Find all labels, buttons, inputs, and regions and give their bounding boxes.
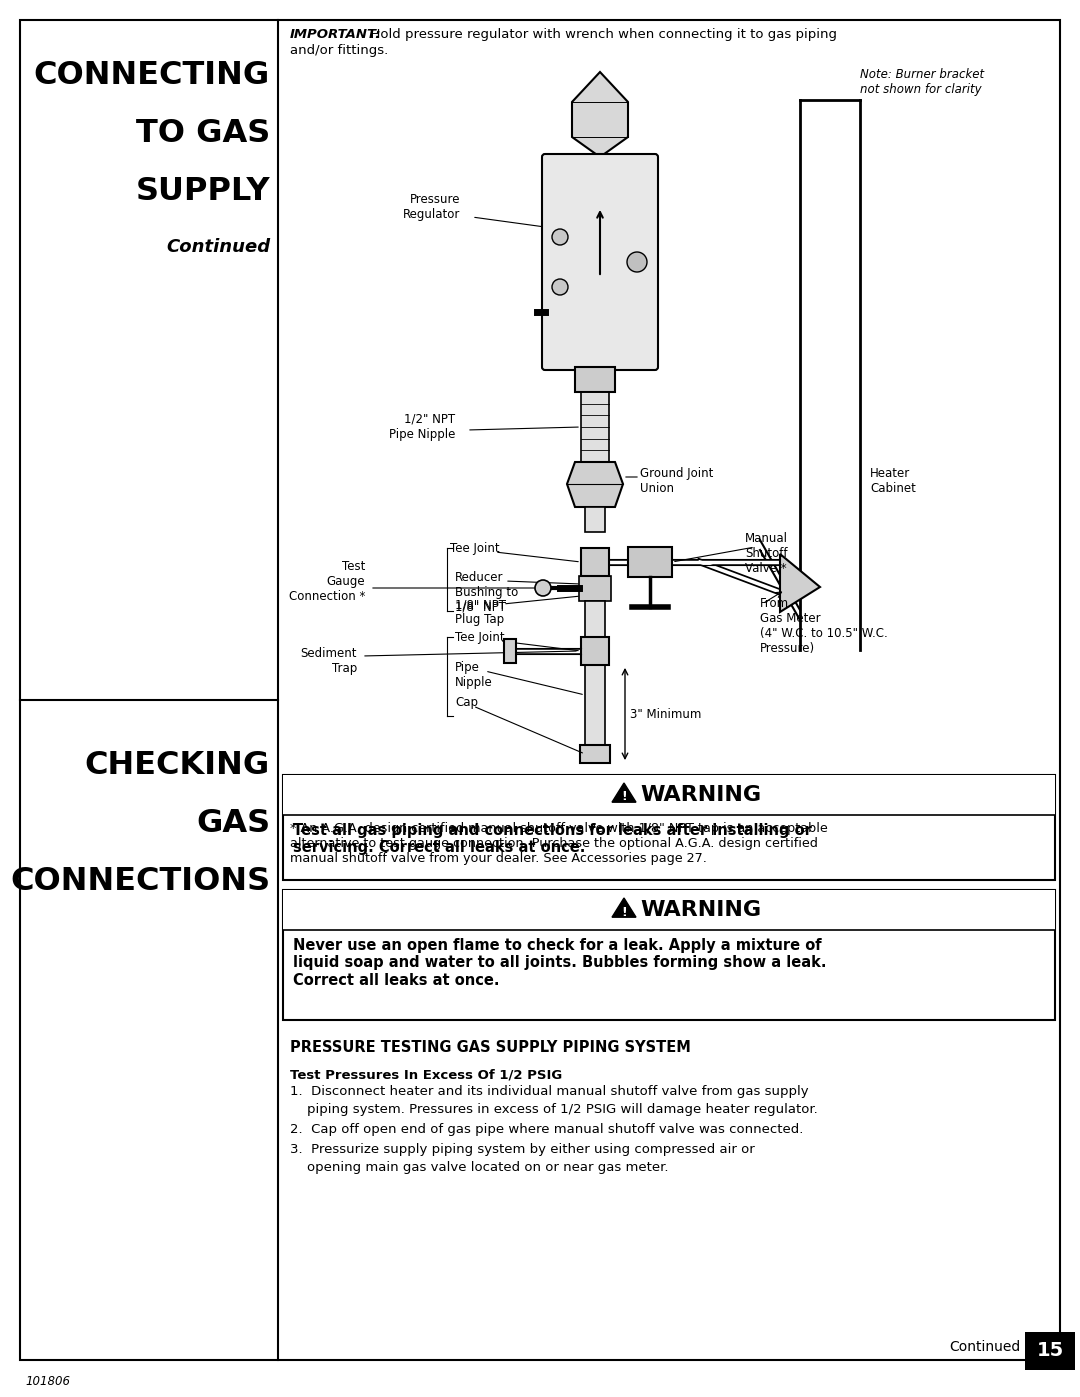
Circle shape bbox=[552, 229, 568, 244]
Polygon shape bbox=[780, 555, 820, 612]
Bar bbox=[575, 367, 615, 393]
Text: GAS: GAS bbox=[195, 807, 270, 840]
Text: TO GAS: TO GAS bbox=[136, 117, 270, 149]
Text: WARNING: WARNING bbox=[640, 900, 761, 921]
Bar bbox=[283, 890, 1055, 930]
Bar bbox=[581, 548, 609, 576]
Text: CHECKING: CHECKING bbox=[84, 750, 270, 781]
Text: !: ! bbox=[621, 905, 626, 918]
Text: 1/2" NPT
Pipe Nipple: 1/2" NPT Pipe Nipple bbox=[389, 414, 455, 441]
Text: Manual
Shutoff
Valve *: Manual Shutoff Valve * bbox=[745, 532, 788, 576]
FancyBboxPatch shape bbox=[542, 154, 658, 370]
Bar bbox=[581, 637, 609, 665]
Text: Test
Gauge
Connection *: Test Gauge Connection * bbox=[288, 560, 365, 602]
Bar bbox=[581, 393, 609, 462]
Circle shape bbox=[535, 580, 551, 597]
Text: and/or fittings.: and/or fittings. bbox=[291, 43, 388, 57]
Text: piping system. Pressures in excess of 1/2 PSIG will damage heater regulator.: piping system. Pressures in excess of 1/… bbox=[291, 1104, 818, 1116]
Text: 2.  Cap off open end of gas pipe where manual shutoff valve was connected.: 2. Cap off open end of gas pipe where ma… bbox=[291, 1123, 804, 1136]
Text: * An A.G.A. design certified manual shutoff valve with 1/8" NPT tap is an accept: * An A.G.A. design certified manual shut… bbox=[291, 821, 827, 865]
Text: CONNECTING: CONNECTING bbox=[33, 60, 270, 91]
Text: 3" Minimum: 3" Minimum bbox=[630, 707, 701, 721]
Bar bbox=[580, 745, 610, 763]
Text: From
Gas Meter
(4" W.C. to 10.5" W.C.
Pressure): From Gas Meter (4" W.C. to 10.5" W.C. Pr… bbox=[760, 597, 888, 655]
Bar bbox=[579, 576, 611, 601]
Text: Tee Joint: Tee Joint bbox=[450, 542, 500, 555]
Text: Continued: Continued bbox=[948, 1340, 1020, 1354]
Text: Continued: Continued bbox=[166, 237, 270, 256]
Text: Test Pressures In Excess Of 1/2 PSIG: Test Pressures In Excess Of 1/2 PSIG bbox=[291, 1067, 563, 1081]
Text: Reducer
Bushing to
1/8" NPT: Reducer Bushing to 1/8" NPT bbox=[455, 571, 518, 615]
Bar bbox=[585, 601, 605, 645]
Text: 3.  Pressurize supply piping system by either using compressed air or: 3. Pressurize supply piping system by ei… bbox=[291, 1143, 755, 1155]
Bar bbox=[627, 548, 672, 577]
Text: CONNECTIONS: CONNECTIONS bbox=[10, 866, 270, 897]
Bar bbox=[504, 638, 516, 664]
Circle shape bbox=[627, 251, 647, 272]
Text: Test all gas piping and connections for leaks after installing or
servicing. Cor: Test all gas piping and connections for … bbox=[293, 823, 812, 855]
Text: IMPORTANT:: IMPORTANT: bbox=[291, 28, 381, 41]
Bar bbox=[283, 775, 1055, 814]
Bar bbox=[585, 507, 605, 532]
Text: !: ! bbox=[621, 791, 626, 803]
Polygon shape bbox=[612, 898, 636, 918]
Text: 15: 15 bbox=[1037, 1341, 1064, 1359]
Text: Hold pressure regulator with wrench when connecting it to gas piping: Hold pressure regulator with wrench when… bbox=[362, 28, 837, 41]
Text: Note: Burner bracket
not shown for clarity: Note: Burner bracket not shown for clari… bbox=[860, 68, 984, 96]
Text: Ground Joint
Union: Ground Joint Union bbox=[640, 467, 714, 495]
Text: Sediment
Trap: Sediment Trap bbox=[300, 647, 357, 675]
Text: Pressure
Regulator: Pressure Regulator bbox=[403, 193, 460, 221]
Polygon shape bbox=[572, 73, 627, 156]
Bar bbox=[1025, 1331, 1075, 1370]
Text: Heater
Cabinet: Heater Cabinet bbox=[870, 467, 916, 495]
Text: WARNING: WARNING bbox=[640, 785, 761, 805]
Text: 1.  Disconnect heater and its individual manual shutoff valve from gas supply: 1. Disconnect heater and its individual … bbox=[291, 1085, 809, 1098]
Text: PRESSURE TESTING GAS SUPPLY PIPING SYSTEM: PRESSURE TESTING GAS SUPPLY PIPING SYSTE… bbox=[291, 1039, 691, 1055]
Polygon shape bbox=[612, 782, 636, 802]
Bar bbox=[585, 665, 605, 745]
Text: Never use an open flame to check for a leak. Apply a mixture of
liquid soap and : Never use an open flame to check for a l… bbox=[293, 937, 826, 988]
Text: 101806: 101806 bbox=[25, 1375, 70, 1389]
Circle shape bbox=[552, 279, 568, 295]
Text: Cap: Cap bbox=[455, 696, 478, 710]
Text: 1/8" NPT
Plug Tap: 1/8" NPT Plug Tap bbox=[455, 598, 507, 626]
Text: SUPPLY: SUPPLY bbox=[135, 176, 270, 207]
Bar bbox=[283, 890, 1055, 1020]
Bar bbox=[283, 775, 1055, 880]
Polygon shape bbox=[567, 462, 623, 507]
Text: Figure 12 - Gas Connection: Figure 12 - Gas Connection bbox=[564, 800, 774, 814]
Text: Tee Joint: Tee Joint bbox=[455, 631, 504, 644]
Text: opening main gas valve located on or near gas meter.: opening main gas valve located on or nea… bbox=[291, 1161, 669, 1173]
Text: Pipe
Nipple: Pipe Nipple bbox=[455, 661, 492, 689]
